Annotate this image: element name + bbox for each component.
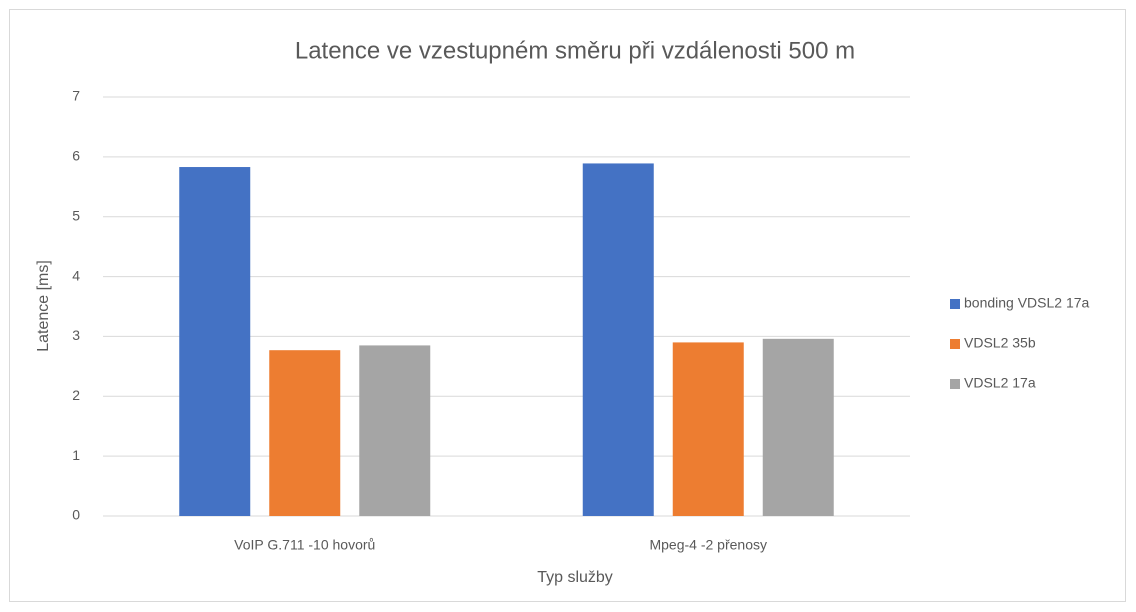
y-axis-label: Latence [ms]	[35, 260, 52, 352]
legend-label: VDSL2 35b	[964, 335, 1036, 351]
chart-title: Latence ve vzestupném směru při vzdáleno…	[295, 37, 855, 64]
y-tick-label: 0	[72, 507, 80, 523]
bar	[179, 167, 251, 517]
bar	[359, 345, 431, 516]
legend-swatch	[950, 379, 960, 389]
y-tick-label: 3	[72, 327, 80, 343]
y-tick-label: 1	[72, 447, 80, 463]
y-tick-label: 6	[72, 148, 80, 164]
legend-swatch	[950, 299, 960, 309]
y-tick-label: 2	[72, 387, 80, 403]
bar	[269, 350, 341, 516]
bar	[672, 342, 744, 516]
x-tick-label: VoIP G.711 -10 hovorů	[234, 537, 375, 553]
y-tick-label: 7	[72, 88, 80, 104]
legend-swatch	[950, 339, 960, 349]
legend-label: VDSL2 17a	[964, 375, 1036, 391]
bar	[762, 338, 834, 516]
x-axis-label: Typ služby	[537, 569, 613, 586]
x-tick-label: Mpeg-4 -2 přenosy	[649, 537, 767, 553]
y-tick-label: 4	[72, 267, 80, 283]
bar	[582, 163, 654, 517]
legend-label: bonding VDSL2 17a	[964, 295, 1090, 311]
y-tick-label: 5	[72, 207, 80, 223]
